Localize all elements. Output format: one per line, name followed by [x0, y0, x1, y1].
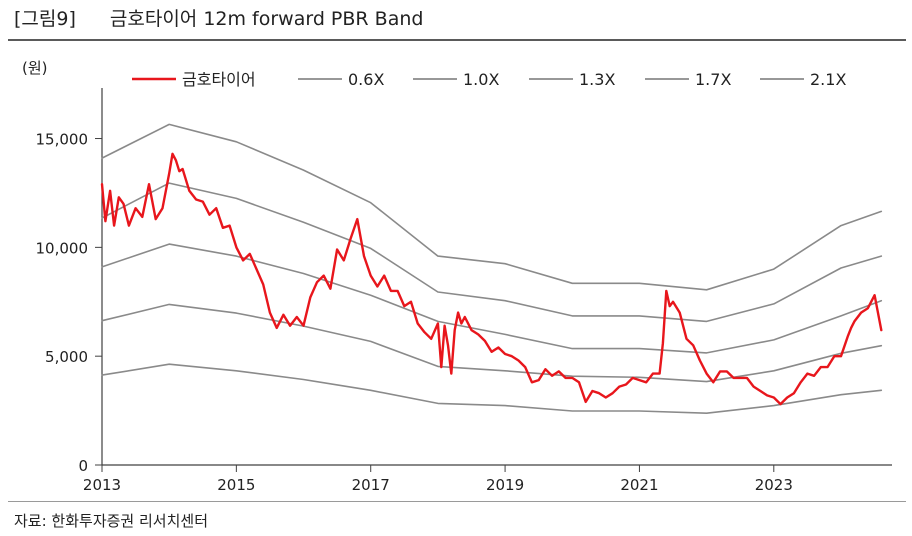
legend-label: 금호타이어: [182, 70, 256, 89]
y-tick-label: 0: [78, 457, 88, 475]
legend: 금호타이어 0.6X 1.0X 1.3X 1.7X 2.1X: [132, 70, 846, 89]
legend-label: 0.6X: [348, 70, 384, 89]
price-line-kumho: [100, 152, 883, 406]
x-tick-label: 2023: [755, 476, 793, 494]
y-tick-label: 5,000: [45, 348, 88, 366]
footer-divider: [8, 501, 906, 502]
legend-label: 2.1X: [810, 70, 846, 89]
band-line-1-3x: [101, 243, 883, 354]
figure-title: [그림9] 금호타이어 12m forward PBR Band: [14, 4, 423, 31]
band-line-0-6x: [101, 363, 883, 415]
band-line-1-7x: [101, 182, 883, 323]
x-tick-label: 2013: [83, 476, 121, 494]
x-tick-label: 2017: [352, 476, 390, 494]
y-tick-label: 10,000: [36, 239, 89, 257]
figure-title-text: 금호타이어 12m forward PBR Band: [109, 8, 424, 30]
x-tick-label: 2019: [486, 476, 524, 494]
x-tick-label: 2021: [620, 476, 658, 494]
legend-label: 1.0X: [463, 70, 499, 89]
x-tick-label: 2015: [217, 476, 255, 494]
y-tick-label: 15,000: [36, 131, 89, 149]
source-note: 자료: 한화투자증권 리서치센터: [14, 512, 208, 530]
legend-label: 1.3X: [579, 70, 615, 89]
title-divider: [8, 39, 906, 41]
unit-label: (원): [22, 59, 48, 77]
band-line-2-1x: [101, 123, 883, 291]
band-line-1-0x: [101, 303, 883, 383]
axes: 0 5,000 10,000 15,000 2013 2015 2017 2019 2021 20…: [36, 88, 892, 494]
legend-label: 1.7X: [695, 70, 731, 89]
figure-label: [그림9]: [14, 8, 76, 30]
series-lines: [100, 123, 883, 415]
